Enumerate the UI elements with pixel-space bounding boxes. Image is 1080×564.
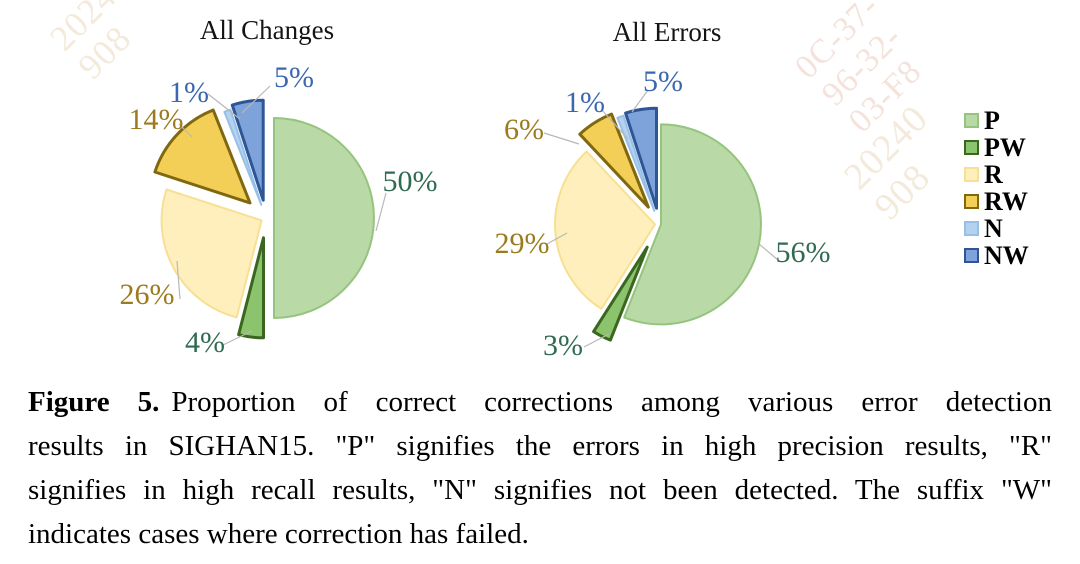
pie-0-slice-N [223,108,263,206]
data-label-NW: 5% [643,65,683,98]
pie-0-slice-R [160,188,263,319]
chart-title-all-errors: All Errors [612,17,722,47]
legend: P PW R RW N NW [964,107,1029,269]
figure-caption: Figure 5. Proportion of correct correctio… [28,380,1052,556]
legend-item-pw: PW [964,134,1029,161]
legend-label-r: R [984,160,1003,189]
legend-swatch-nw [964,248,979,263]
legend-label-n: N [984,214,1003,243]
pie-charts-svg: 50%4%26%14%1% 5%56%3%29%6%1%5% [120,61,831,362]
legend-label-nw: NW [984,241,1029,270]
chart-title-all-changes: All Changes [199,15,335,45]
legend-swatch-r [964,167,979,182]
legend-item-r: R [964,161,1029,188]
caption-line-1: Figure 5. Proportion of correct correctio… [28,380,1052,424]
pie-1-slice-P [623,123,762,326]
legend-swatch-n [964,221,979,236]
data-label-R: 29% [495,227,550,260]
data-label-PW: 3% [543,329,583,362]
caption-line-2: results in SIGHAN15. "P" signifies the e… [28,430,1052,462]
label-leader-PW [222,330,253,346]
label-leader-N [600,108,629,140]
data-label-R: 26% [120,278,175,311]
pie-0-slice-P [273,117,375,319]
label-leader-RW [543,132,580,145]
data-label-N: 1% [565,86,605,119]
data-label-P: 56% [776,236,831,269]
legend-item-n: N [964,215,1029,242]
legend-label-rw: RW [984,187,1028,216]
caption-line-3: signifies in high recall results, "N" si… [28,474,1052,506]
pie-1-slice-R [554,150,656,310]
label-leader-NW [241,85,271,114]
data-label-N: 1% [169,76,209,109]
data-label-RW: 14% [129,103,184,136]
label-leader-R [546,232,568,245]
pie-1-slice-NW [624,106,658,210]
data-label-PW: 4% [185,326,225,359]
legend-item-rw: RW [964,188,1029,215]
pie-0-slice-PW [237,236,265,340]
pie-1-slice-PW [592,245,649,342]
label-leader-NW [631,89,649,113]
pie-0-slice-NW [230,98,265,202]
label-leader-R [176,260,181,300]
label-leader-RW [178,123,193,138]
caption-line-1-text: Proportion of correct corrections among … [171,386,1052,418]
legend-swatch-pw [964,140,979,155]
pie-1-slice-N [616,114,656,212]
legend-label-p: P [984,106,1000,135]
caption-line-4: indicates cases where correction has fai… [28,518,529,550]
legend-item-nw: NW [964,242,1029,269]
pie-1-slice-RW [578,112,650,209]
label-leader-N [207,93,241,120]
pie-0-slice-RW [153,108,252,205]
legend-swatch-rw [964,194,979,209]
data-label-RW: 6% [504,113,544,146]
data-label-P: 50% [383,165,438,198]
label-leader-PW [583,333,610,348]
legend-swatch-p [964,113,979,128]
legend-item-p: P [964,107,1029,134]
caption-figure-label: Figure 5. [28,386,160,418]
label-leader-P [375,192,387,232]
legend-label-pw: PW [984,133,1026,162]
label-leader-P [758,243,779,261]
data-label-NW: 5% [274,61,314,94]
